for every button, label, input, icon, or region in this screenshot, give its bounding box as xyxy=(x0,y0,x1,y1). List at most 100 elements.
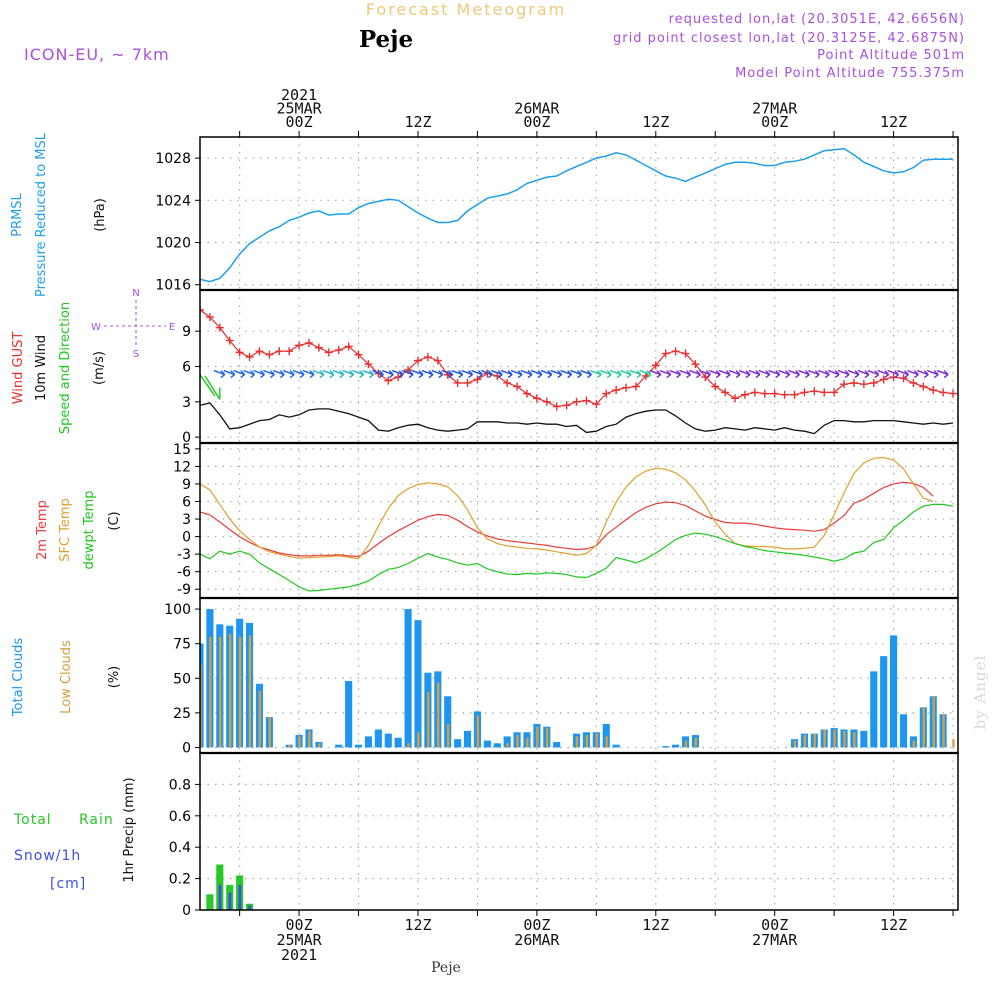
wind-direction-arrow xyxy=(917,369,929,379)
wind-direction-arrow xyxy=(609,369,622,379)
total-cloud-bar xyxy=(463,730,472,748)
wind-direction-arrow xyxy=(431,369,444,379)
wind-direction-arrow xyxy=(600,369,612,379)
gust-point xyxy=(423,353,432,362)
top-time-label: 00Z xyxy=(761,113,788,131)
requested-coords: requested lon,lat (20.3051E, 42.6656N) xyxy=(669,12,965,27)
low-cloud-bar xyxy=(446,723,450,748)
pressure-panel: 1016 1020 1024 1028 xyxy=(155,137,958,294)
wind-direction-arrow xyxy=(213,369,226,379)
total-cloud-bar xyxy=(493,743,501,748)
precip-cm-label: [cm] xyxy=(50,876,86,892)
low-cloud-bar xyxy=(546,728,549,748)
wind-direction-arrow xyxy=(312,369,325,379)
bottom-time-label: 12Z xyxy=(642,916,669,934)
temp-dewpt-label: dewpt Temp xyxy=(82,490,97,569)
precip-ytick-label: 0.4 xyxy=(169,840,191,856)
wind-direction-arrow xyxy=(837,369,850,379)
gust-point xyxy=(929,386,938,395)
total-cloud-bar xyxy=(602,723,610,748)
wind-direction-arrow xyxy=(728,369,741,379)
top-time-label: 27MAR xyxy=(752,100,798,118)
gust-point xyxy=(750,388,759,397)
wind-direction-arrow xyxy=(233,369,246,379)
low-cloud-bar xyxy=(843,730,846,748)
total-cloud-bar xyxy=(672,744,680,748)
gust-point xyxy=(265,350,274,359)
gust-series-line xyxy=(200,309,954,408)
cloud-unit-label: (%) xyxy=(107,666,122,689)
total-cloud-bar xyxy=(404,609,412,748)
gust-point xyxy=(572,397,581,406)
model-altitude: Model Point Altitude 755.375m xyxy=(735,66,965,81)
gust-point xyxy=(225,336,234,345)
wind-direction-arrow xyxy=(401,369,414,379)
wind-ytick-label: 0 xyxy=(182,430,191,446)
low-cloud-bar xyxy=(308,730,311,748)
wind-direction-arrow xyxy=(282,369,295,379)
low-cloud-bar xyxy=(793,740,797,748)
gust-point xyxy=(200,306,204,315)
wind-speed-dir-label: Speed and Direction xyxy=(58,302,73,434)
low-cloud-bar xyxy=(258,690,262,748)
gust-point xyxy=(731,394,740,403)
pressure-series-line xyxy=(200,147,953,283)
wind-direction-arrow xyxy=(877,369,890,379)
wind-direction-arrow xyxy=(253,369,265,379)
wind-direction-arrow xyxy=(510,369,523,379)
cloud-ytick-label: 100 xyxy=(164,602,191,618)
wind-direction-arrow xyxy=(560,369,573,379)
wind-ytick-label: 9 xyxy=(182,324,191,340)
top-time-label: 12Z xyxy=(404,113,431,131)
snow-bar xyxy=(248,905,252,910)
gust-point xyxy=(830,388,839,397)
gust-point xyxy=(324,348,333,357)
temperature-ytick-label: 3 xyxy=(182,512,191,528)
wind-direction-arrow xyxy=(382,369,394,379)
wind-direction-arrow xyxy=(481,369,493,379)
low-cloud-bar xyxy=(219,636,222,748)
total-cloud-bar xyxy=(384,733,392,748)
wind-10m-label: 10m Wind xyxy=(34,335,49,401)
low-cloud-bar xyxy=(605,736,608,748)
gust-point xyxy=(820,388,829,397)
wind-direction-arrow xyxy=(421,369,434,379)
wind-gust-label: Wind GUST xyxy=(11,332,26,405)
gust-point xyxy=(433,356,442,365)
top-time-label: 12Z xyxy=(642,113,669,131)
wind-direction-arrow xyxy=(391,369,404,379)
precip-ytick-label: 0 xyxy=(182,903,191,919)
wind-direction-arrow xyxy=(491,369,503,379)
total-cloud-bar xyxy=(335,744,343,748)
pressure-ytick-label: 1020 xyxy=(155,236,191,252)
low-cloud-bar xyxy=(526,737,529,748)
total-cloud-bar xyxy=(890,635,898,748)
bottom-time-label: 12Z xyxy=(880,916,907,934)
bottom-time-label: 12Z xyxy=(404,916,431,934)
precip-panel: 0 0.2 0.4 0.6 0.8 xyxy=(169,753,958,919)
low-cloud-bar xyxy=(823,729,826,748)
wind-direction-arrow xyxy=(887,369,900,379)
wind-direction-arrow xyxy=(461,369,474,379)
low-cloud-bar xyxy=(288,744,291,748)
gust-point xyxy=(552,402,561,411)
gust-point xyxy=(295,341,304,350)
gust-point xyxy=(275,347,284,356)
precip-total-label: Total xyxy=(13,812,52,828)
wind-direction-arrow xyxy=(500,369,513,379)
gust-point xyxy=(909,378,918,387)
wind-direction-arrow xyxy=(709,369,721,379)
gust-point xyxy=(334,346,343,355)
total-cloud-bar xyxy=(870,671,878,748)
low-cloud-bar xyxy=(585,735,589,748)
gust-point xyxy=(949,389,958,398)
gust-point xyxy=(542,397,551,406)
wind-direction-arrow xyxy=(847,369,860,379)
cloud-ytick-label: 50 xyxy=(173,671,191,687)
wind-direction-arrow xyxy=(322,369,335,379)
low-cloud-bar xyxy=(476,715,480,748)
wind-direction-arrow xyxy=(768,369,781,379)
low-cloud-bar xyxy=(209,636,212,748)
